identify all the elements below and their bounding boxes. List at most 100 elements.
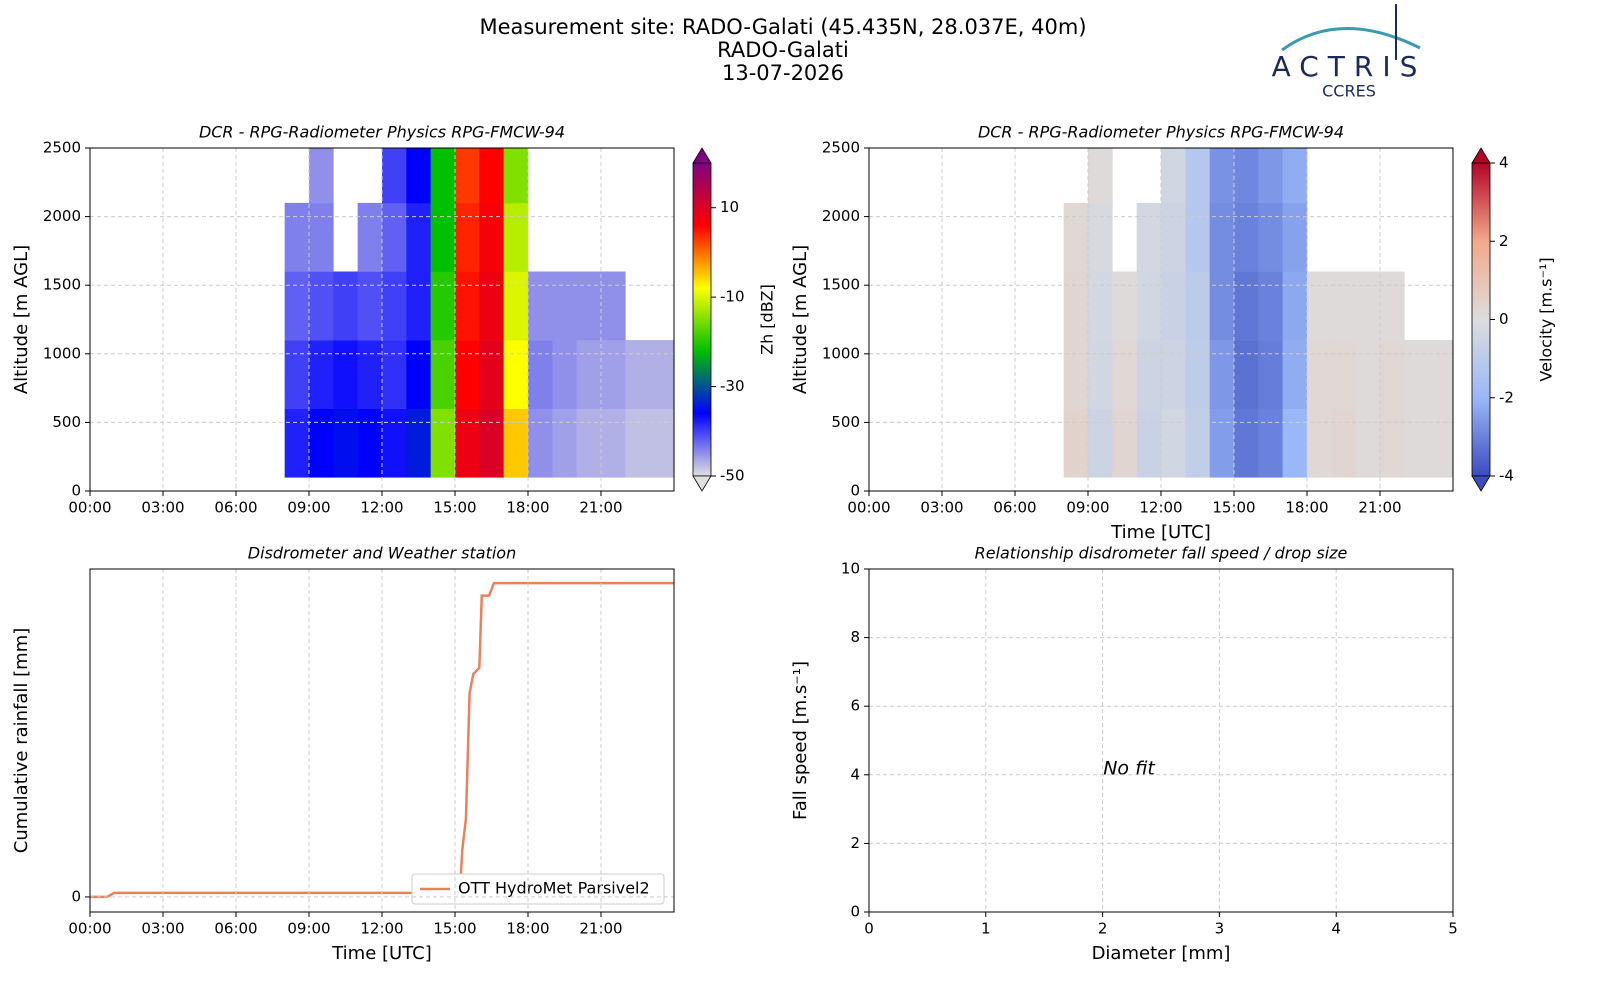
heat-cell bbox=[1185, 271, 1210, 341]
x-tick-label: 15:00 bbox=[433, 920, 476, 938]
plot-frame bbox=[89, 147, 675, 492]
y-axis-label: Fall speed [m.s⁻¹] bbox=[790, 661, 811, 820]
heat-cell bbox=[455, 340, 480, 409]
heat-cell bbox=[649, 340, 675, 409]
colorbar-tick-label: 0 bbox=[1499, 310, 1509, 328]
heat-cell bbox=[1185, 340, 1210, 409]
heat-cell bbox=[430, 408, 456, 478]
subplot: -50 -30 -10 10 Zh [dBZ] 00:00 03:00 06:00 09:00 1… bbox=[11, 123, 777, 517]
heat-cell bbox=[1136, 271, 1162, 341]
heat-cell bbox=[576, 271, 602, 341]
y-tick-label: 2000 bbox=[822, 207, 860, 225]
subplot: OTT HydroMet Parsivel2 00:00 03:00 06:00 09:… bbox=[11, 544, 675, 964]
y-tick-label: 1500 bbox=[43, 276, 81, 294]
heat-cell bbox=[1136, 340, 1162, 409]
heat-cell bbox=[503, 271, 529, 341]
heat-cell bbox=[1331, 408, 1356, 478]
heat-cell bbox=[1428, 340, 1454, 409]
heat-cell bbox=[1063, 271, 1089, 341]
heat-cell bbox=[1088, 271, 1113, 341]
heat-cell bbox=[503, 202, 529, 272]
heat-cell bbox=[1161, 148, 1186, 204]
y-tick-label: 6 bbox=[850, 697, 860, 715]
heat-cell bbox=[1161, 408, 1186, 478]
heat-cell bbox=[1258, 148, 1283, 204]
colorbar-extend-top bbox=[692, 147, 712, 164]
y-axis-label: Altitude [m AGL] bbox=[11, 245, 32, 394]
y-axis-label: Altitude [m AGL] bbox=[790, 245, 811, 394]
heat-cell bbox=[1161, 271, 1186, 341]
heat-cell bbox=[1282, 202, 1308, 272]
colorbar-tick-label: 4 bbox=[1499, 154, 1509, 172]
heat-cell bbox=[284, 340, 310, 409]
heat-cell bbox=[1112, 408, 1137, 478]
heat-cell bbox=[552, 271, 577, 341]
x-tick-label: 4 bbox=[1331, 920, 1341, 938]
colorbar-tick-label: -30 bbox=[720, 377, 745, 395]
annotation: No fit bbox=[1103, 758, 1156, 780]
heat-cell bbox=[455, 271, 480, 341]
x-tick-label: 09:00 bbox=[287, 920, 330, 938]
heat-cell bbox=[333, 340, 358, 409]
logo-subtext: CCRES bbox=[1322, 82, 1376, 101]
heat-cell bbox=[1331, 271, 1356, 341]
x-tick-label: 18:00 bbox=[506, 499, 549, 517]
logo: ACTRIS CCRES bbox=[1272, 4, 1427, 101]
data-line bbox=[90, 581, 674, 899]
heat-cell bbox=[1185, 202, 1210, 272]
heat-cell bbox=[1355, 271, 1381, 341]
x-tick-label: 0 bbox=[864, 920, 874, 938]
heat-cell bbox=[1209, 271, 1235, 341]
heat-cell bbox=[576, 340, 602, 409]
heat-cell bbox=[1112, 340, 1137, 409]
colorbar-extend-top bbox=[1471, 147, 1491, 164]
heat-cell bbox=[625, 340, 650, 409]
heat-cell bbox=[430, 202, 456, 272]
heat-cell bbox=[1136, 202, 1162, 272]
x-tick-label: 18:00 bbox=[506, 920, 549, 938]
x-tick-label: 00:00 bbox=[68, 920, 111, 938]
heat-cell bbox=[1234, 271, 1259, 341]
heat-cell bbox=[1234, 340, 1259, 409]
heat-cell bbox=[1185, 148, 1210, 204]
heat-cell bbox=[1063, 340, 1089, 409]
heat-cell bbox=[1136, 408, 1162, 478]
colorbar-label: Velocity [m.s⁻¹] bbox=[1537, 257, 1556, 381]
heat-cell bbox=[455, 202, 480, 272]
x-tick-label: 06:00 bbox=[214, 499, 257, 517]
heat-cell bbox=[1428, 408, 1454, 478]
y-tick-label: 1000 bbox=[43, 344, 81, 362]
colorbar-extend-bottom bbox=[692, 475, 712, 492]
x-tick-label: 00:00 bbox=[68, 499, 111, 517]
heat-cell bbox=[1161, 202, 1186, 272]
plot-frame bbox=[868, 568, 1454, 913]
heat-cell bbox=[649, 408, 675, 478]
heat-cell bbox=[1209, 408, 1235, 478]
colorbar-extend-bottom bbox=[1471, 475, 1491, 492]
y-tick-label: 0 bbox=[71, 482, 81, 500]
subplot: No fit 0 1 2 3 4 5 0 2 4 6 8 10 Relationship disdrome… bbox=[790, 544, 1458, 965]
y-tick-label: 500 bbox=[52, 413, 81, 431]
heat-cell bbox=[357, 340, 383, 409]
heat-cell bbox=[333, 408, 358, 478]
heat-cell bbox=[1258, 202, 1283, 272]
logo-text: ACTRIS bbox=[1272, 50, 1427, 83]
heat-cell bbox=[601, 340, 626, 409]
heat-cell bbox=[1234, 202, 1259, 272]
heat-cell bbox=[382, 408, 407, 478]
heat-cell bbox=[1063, 202, 1089, 272]
heat-cell bbox=[1209, 202, 1235, 272]
x-axis-label: Diameter [mm] bbox=[1092, 943, 1231, 964]
heat-cell bbox=[406, 408, 431, 478]
colorbar-tick-label: 10 bbox=[720, 198, 739, 216]
y-axis-label: Cumulative rainfall [mm] bbox=[11, 628, 32, 854]
heat-cell bbox=[382, 148, 407, 204]
heat-cell bbox=[552, 408, 577, 478]
heat-cell bbox=[1282, 340, 1308, 409]
x-tick-label: 09:00 bbox=[287, 499, 330, 517]
legend: OTT HydroMet Parsivel2 bbox=[411, 873, 665, 905]
heat-cell bbox=[406, 271, 431, 341]
colorbar bbox=[692, 162, 712, 477]
heat-cell bbox=[357, 271, 383, 341]
heat-cell bbox=[503, 340, 529, 409]
